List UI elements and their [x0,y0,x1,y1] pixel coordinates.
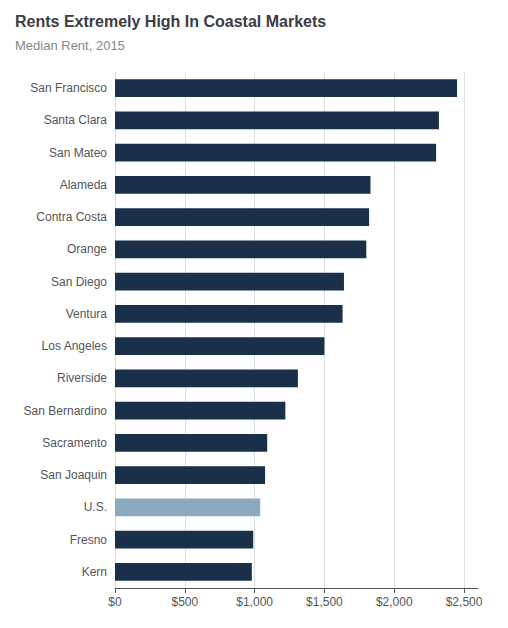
svg-text:Santa Clara: Santa Clara [44,113,108,127]
svg-text:San Diego: San Diego [51,275,107,289]
svg-text:San Mateo: San Mateo [49,146,107,160]
svg-text:Contra Costa: Contra Costa [36,210,107,224]
svg-text:U.S.: U.S. [84,500,107,514]
svg-text:Rents Extremely High In Coasta: Rents Extremely High In Coastal Markets [15,13,326,30]
svg-text:San Francisco: San Francisco [30,81,107,95]
svg-text:Ventura: Ventura [66,307,108,321]
svg-text:$1,000: $1,000 [236,595,273,609]
svg-text:$500: $500 [171,595,198,609]
svg-text:Alameda: Alameda [60,178,108,192]
svg-text:Kern: Kern [82,565,107,579]
svg-text:$2,500: $2,500 [446,595,483,609]
svg-text:Orange: Orange [67,242,107,256]
svg-text:Los Angeles: Los Angeles [42,339,107,353]
svg-text:San Joaquin: San Joaquin [40,468,107,482]
svg-text:San Bernardino: San Bernardino [24,404,108,418]
svg-text:Fresno: Fresno [70,533,108,547]
svg-text:$2,000: $2,000 [376,595,413,609]
svg-text:Riverside: Riverside [57,371,107,385]
svg-text:Median Rent, 2015: Median Rent, 2015 [15,38,125,53]
svg-text:$0: $0 [108,595,122,609]
svg-text:$1,500: $1,500 [306,595,343,609]
svg-text:Sacramento: Sacramento [42,436,107,450]
